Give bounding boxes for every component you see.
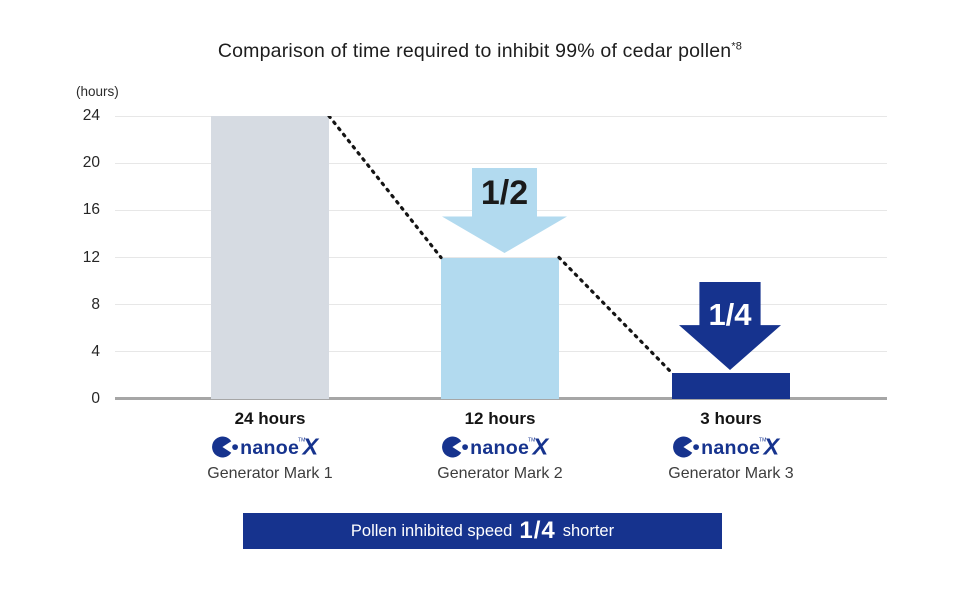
nanoe-x-logo: nanoe TM X [390,433,610,463]
bar-generator-mark-2 [441,257,559,399]
logo-x: X [531,433,550,459]
bar-value-label-1: 24 hours [234,409,306,428]
plot-area [115,115,887,400]
chart-title-text: Comparison of time required to inhibit 9… [217,40,732,62]
y-tick-label-16: 16 [82,201,100,219]
bar-generator-mark-3 [672,373,790,399]
logo-wordmark: nanoe [240,437,299,459]
banner-fraction: 1/4 [519,517,556,544]
column-generator-mark-1: 24 hours nanoe TM X Generator Mark 1 [160,408,380,484]
dotted-connector-2 [557,255,674,375]
category-label-3: Generator Mark 3 [668,465,794,482]
logo-wordmark: nanoe [470,437,529,459]
logo-tm: TM [759,437,766,443]
logo-x: X [301,433,320,459]
logo-wordmark: nanoe [701,437,760,459]
gridline [115,162,887,164]
nanoe-x-logo: nanoe TM X [621,433,841,463]
connector-lines [327,116,674,375]
nanoe-x-logo-graphic: nanoe TM X [212,433,320,459]
banner-suffix: shorter [562,521,615,540]
logo-x: X [762,433,781,459]
y-tick-label-20: 20 [82,154,100,172]
gridline [115,115,887,117]
y-tick-label-4: 4 [91,342,100,360]
reduction-arrow-quarter-label: 1/4 [708,297,752,332]
nanoe-x-logo-graphic: nanoe TM X [442,433,550,459]
logo-tm: TM [528,437,535,443]
nanoe-x-logo-graphic: nanoe TM X [673,433,781,459]
bar-value-label-3: 3 hours [700,409,762,428]
footnote-marker: *8 [731,40,743,53]
nanoe-blob-icon [442,436,462,458]
chart-title: Comparison of time required to inhibit 9… [0,40,960,63]
y-axis-unit-label: (hours) [76,84,119,99]
y-tick-label-24: 24 [82,107,100,124]
reduction-arrow-half-label: 1/2 [480,174,529,212]
nanoe-dot-icon [462,444,468,450]
bar-value-label-2: 12 hours [464,409,536,428]
y-tick-label-12: 12 [82,248,100,266]
y-tick-label-0: 0 [91,390,100,407]
category-label-2: Generator Mark 2 [437,465,563,482]
bar-generator-mark-1 [211,116,329,399]
logo-tm: TM [298,437,305,443]
nanoe-blob-icon [673,436,693,458]
y-tick-label-8: 8 [91,295,100,313]
column-generator-mark-2: 12 hours nanoe TM X Generator Mark 2 [390,408,610,484]
summary-banner: Pollen inhibited speed 1/4 shorter [243,513,722,549]
nanoe-x-logo: nanoe TM X [160,433,380,463]
nanoe-dot-icon [693,444,699,450]
column-generator-mark-3: 3 hours nanoe TM X Generator Mark 3 [621,408,841,484]
dotted-connector-1 [327,116,443,260]
category-label-1: Generator Mark 1 [207,465,333,482]
nanoe-blob-icon [212,436,232,458]
banner-prefix: Pollen inhibited speed [350,521,513,540]
nanoe-dot-icon [232,444,238,450]
